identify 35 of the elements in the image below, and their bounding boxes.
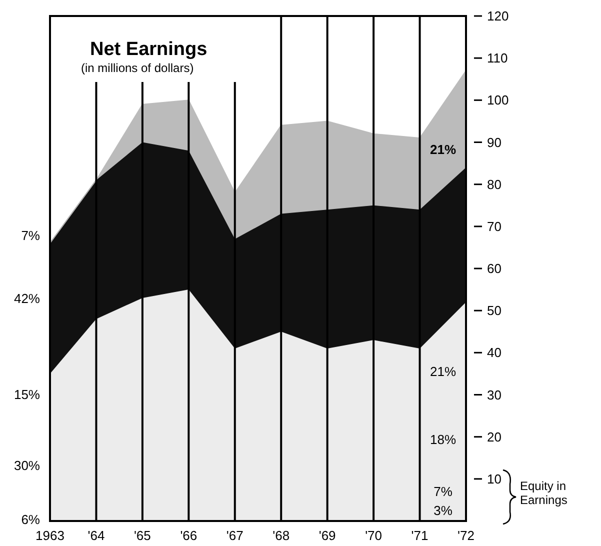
text: 42% [14, 291, 40, 306]
y-tick-label: 70 [487, 218, 502, 234]
annotation: 7% [434, 484, 453, 499]
annotation: 3% [434, 503, 453, 518]
y-tick-label: 110 [487, 50, 508, 66]
x-tick-label: '71 [411, 528, 428, 543]
x-tick-label: '66 [180, 528, 198, 543]
text: 7% [21, 228, 40, 243]
annotation: 21% [430, 142, 456, 157]
y-tick-label: 60 [487, 261, 502, 276]
text: Equity in Earnings [520, 479, 568, 507]
x-tick-label: '67 [226, 528, 244, 543]
annotation: 18% [430, 432, 456, 447]
y-tick-label: 80 [487, 176, 502, 192]
x-tick-label: '70 [365, 528, 382, 543]
x-tick-label: '65 [134, 528, 151, 543]
y-tick-label: 120 [487, 8, 509, 24]
y-tick-label: 20 [487, 429, 502, 444]
y-tick-label: 40 [487, 345, 502, 360]
annotation: 21% [430, 364, 456, 379]
x-tick-label: '68 [272, 528, 290, 543]
text: 30% [14, 458, 40, 473]
x-tick-label: '69 [318, 528, 336, 543]
y-tick-label: 30 [487, 387, 502, 402]
x-tick-label: '72 [458, 528, 474, 543]
x-tick-label: 1963 [36, 528, 64, 543]
text: (in millions of dollars) [81, 61, 194, 75]
y-tick-label: 100 [487, 92, 509, 108]
text: Net Earnings [90, 39, 208, 60]
y-tick-label: 10 [487, 471, 502, 486]
x-tick-label: '64 [88, 528, 105, 543]
text: 15% [14, 387, 40, 402]
text: 6% [21, 512, 40, 527]
y-tick-label: 50 [487, 303, 502, 318]
y-tick-label: 90 [487, 134, 502, 150]
